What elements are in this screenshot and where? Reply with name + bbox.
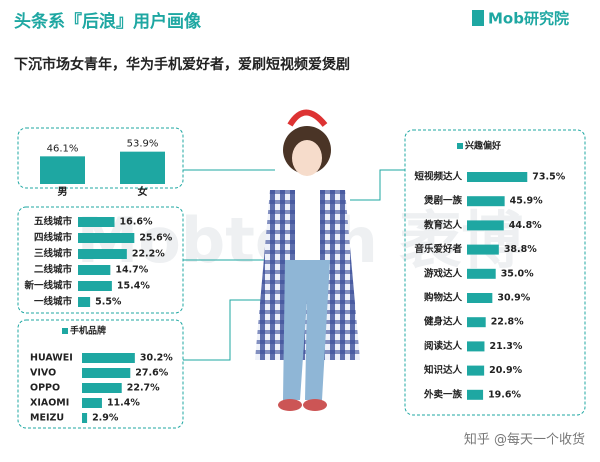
bar (78, 233, 135, 243)
brand-icon (472, 10, 484, 26)
value-label: 21.3% (489, 341, 522, 352)
value-label: 2.9% (92, 413, 119, 424)
value-label: 44.8% (509, 220, 542, 231)
category-label: 游戏达人 (424, 267, 463, 279)
phone-panel (17, 319, 184, 429)
value-label: 14.7% (115, 265, 148, 276)
bar (467, 365, 485, 376)
bar (78, 297, 91, 307)
bar (78, 217, 115, 227)
category-label: VIVO (30, 368, 56, 379)
category-label: HUAWEI (30, 353, 73, 364)
category-label: 教育达人 (423, 219, 463, 231)
category-label: XIAOMI (30, 398, 69, 409)
interest-panel (404, 129, 586, 416)
brand: Mob研究院 (488, 10, 569, 28)
value-label: 45.9% (510, 196, 543, 207)
value-label: 30.9% (497, 293, 530, 304)
value-label: 19.6% (488, 389, 521, 400)
value-label: 73.5% (532, 172, 565, 183)
bar (467, 341, 485, 352)
category-label: 煲剧一族 (424, 195, 463, 207)
bar (467, 220, 504, 231)
panel-title: 手机品牌 (70, 325, 106, 337)
bar (40, 156, 85, 184)
bar (82, 413, 88, 423)
category-label: 音乐爱好者 (414, 243, 462, 255)
value-label: 15.4% (117, 281, 150, 292)
value-label: 53.9% (127, 139, 159, 150)
category-label: 健身达人 (424, 316, 463, 328)
category-label: 男 (58, 186, 68, 198)
category-label: MEIZU (30, 413, 64, 424)
bar (78, 265, 111, 275)
value-label: 27.6% (135, 368, 168, 379)
category-label: OPPO (30, 383, 60, 394)
category-label: 四线城市 (34, 232, 73, 244)
category-label: 新一线城市 (24, 280, 72, 292)
value-label: 46.1% (47, 143, 79, 154)
bar (120, 151, 165, 184)
bar (467, 172, 528, 182)
bar (467, 196, 505, 207)
category-label: 五线城市 (34, 216, 73, 228)
watermark: 知乎 @每天一个收货 (464, 432, 585, 448)
title-marker (62, 328, 68, 334)
connector (350, 169, 405, 201)
category-label: 二线城市 (34, 264, 73, 276)
category-label: 外卖一族 (423, 388, 463, 400)
bar (82, 353, 135, 363)
panel-title: 兴趣偏好 (465, 140, 501, 152)
subtitle: 下沉市场女青年，华为手机爱好者，爱刷短视频爱煲剧 (14, 56, 350, 73)
value-label: 25.6% (139, 233, 172, 244)
value-label: 38.8% (504, 244, 537, 255)
value-label: 5.5% (95, 297, 122, 308)
value-label: 22.2% (132, 249, 165, 260)
title-marker (457, 143, 463, 149)
girl-illustration (255, 109, 360, 411)
category-label: 女 (138, 185, 148, 198)
category-label: 知识达人 (423, 364, 463, 376)
bar (467, 317, 486, 328)
value-label: 30.2% (140, 353, 173, 364)
bar (467, 244, 499, 255)
category-label: 三线城市 (34, 248, 73, 260)
value-label: 35.0% (501, 268, 534, 279)
bar (82, 368, 131, 378)
category-label: 一线城市 (34, 296, 73, 308)
value-label: 22.7% (127, 383, 160, 394)
value-label: 16.6% (120, 217, 153, 228)
category-label: 购物达人 (424, 292, 463, 304)
value-label: 20.9% (489, 365, 522, 376)
bar (467, 293, 493, 303)
connector (183, 299, 265, 361)
category-label: 短视频达人 (414, 171, 462, 183)
bar (467, 389, 484, 400)
bar (82, 383, 122, 393)
value-label: 11.4% (107, 398, 140, 409)
bar (78, 249, 127, 259)
value-label: 22.8% (491, 317, 524, 328)
bar (467, 268, 496, 279)
bar (78, 281, 112, 291)
category-label: 阅读达人 (424, 340, 463, 352)
gender-panel (17, 127, 184, 189)
bar (82, 398, 102, 408)
title: 头条系『后浪』用户画像 (14, 11, 202, 32)
